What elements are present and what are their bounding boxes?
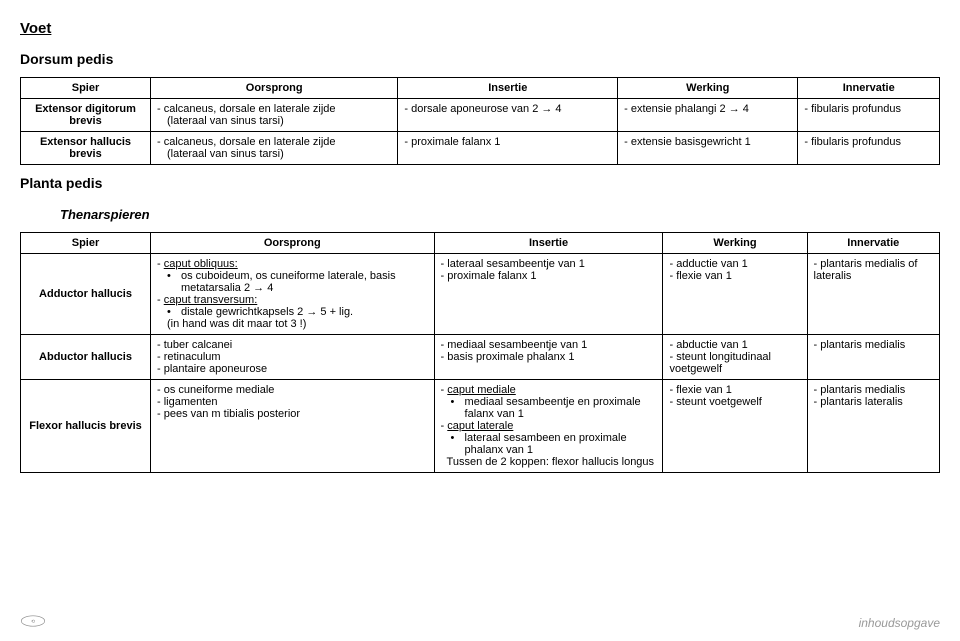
cell-werking: - adductie van 1 - flexie van 1 <box>663 254 807 335</box>
text-line: - proximale falanx 1 <box>441 270 657 282</box>
text-line: - ligamenten <box>157 396 428 408</box>
bullet-item: os cuboideum, os cuneiforme laterale, ba… <box>157 270 428 294</box>
bullet-icon <box>451 432 465 456</box>
svg-text:⟲: ⟲ <box>31 619 36 625</box>
cell-insertie: - dorsale aponeurose van 2 → 4 <box>398 99 618 132</box>
cell-spier: Abductor hallucis <box>21 335 151 380</box>
text-line: (in hand was dit maar tot 3 !) <box>157 318 428 330</box>
text-line: - adductie van 1 <box>669 258 800 270</box>
th-oorsprong: Oorsprong <box>151 78 398 99</box>
th-spier: Spier <box>21 233 151 254</box>
text-line: - mediaal sesambeentje van 1 <box>441 339 657 351</box>
text-line: Tussen de 2 koppen: flexor hallucis long… <box>441 456 657 468</box>
cell-oorsprong: - calcaneus, dorsale en laterale zijde (… <box>151 99 398 132</box>
th-innervatie: Innervatie <box>807 233 939 254</box>
text-line: - calcaneus, dorsale en laterale zijde <box>157 136 391 148</box>
th-insertie: Insertie <box>434 233 663 254</box>
text-line: - caput obliquus: <box>157 258 428 270</box>
table-header-row: Spier Oorsprong Insertie Werking Innerva… <box>21 78 940 99</box>
cell-spier: Extensor digitorum brevis <box>21 99 151 132</box>
text-line: - steunt voetgewelf <box>669 396 800 408</box>
table-row: Abductor hallucis - tuber calcanei - ret… <box>21 335 940 380</box>
subsection-title-thenar: Thenarspieren <box>60 207 940 222</box>
text-line: - tuber calcanei <box>157 339 428 351</box>
cell-innervatie: - plantaris medialis <box>807 335 939 380</box>
table-row: Extensor digitorum brevis - calcaneus, d… <box>21 99 940 132</box>
page-title: Voet <box>20 20 940 37</box>
text-line: (lateraal van sinus tarsi) <box>157 115 391 127</box>
bullet-item: mediaal sesambeentje en proximale falanx… <box>441 396 657 420</box>
th-werking: Werking <box>618 78 798 99</box>
text-line: - abductie van 1 <box>669 339 800 351</box>
th-innervatie: Innervatie <box>798 78 940 99</box>
cell-oorsprong: - caput obliquus: os cuboideum, os cunei… <box>151 254 435 335</box>
text-line: - basis proximale phalanx 1 <box>441 351 657 363</box>
text-line: - caput transversum: <box>157 294 428 306</box>
cell-spier: Adductor hallucis <box>21 254 151 335</box>
table-row: Extensor hallucis brevis - calcaneus, do… <box>21 132 940 165</box>
cell-innervatie: - plantaris medialis of lateralis <box>807 254 939 335</box>
cell-werking: - extensie basisgewricht 1 <box>618 132 798 165</box>
table-row: Adductor hallucis - caput obliquus: os c… <box>21 254 940 335</box>
cell-oorsprong: - os cuneiforme mediale - ligamenten - p… <box>151 380 435 473</box>
cell-oorsprong: - calcaneus, dorsale en laterale zijde (… <box>151 132 398 165</box>
section-title-planta: Planta pedis <box>20 175 940 191</box>
text-line: - caput mediale <box>441 384 657 396</box>
cell-werking: - flexie van 1 - steunt voetgewelf <box>663 380 807 473</box>
text-line: - steunt longitudinaal voetgewelf <box>669 351 800 375</box>
page-footer: ⟲ inhoudsopgave <box>20 614 940 631</box>
bullet-icon <box>451 396 465 420</box>
text-line: - plantaire aponeurose <box>157 363 428 375</box>
cell-spier: Flexor hallucis brevis <box>21 380 151 473</box>
footer-link[interactable]: inhoudsopgave <box>859 616 940 630</box>
text-line: - retinaculum <box>157 351 428 363</box>
text-line: - lateraal sesambeentje van 1 <box>441 258 657 270</box>
cell-insertie: - proximale falanx 1 <box>398 132 618 165</box>
cell-insertie: - mediaal sesambeentje van 1 - basis pro… <box>434 335 663 380</box>
table-dorsum-pedis: Spier Oorsprong Insertie Werking Innerva… <box>20 77 940 165</box>
footer-logo-icon: ⟲ <box>20 614 46 631</box>
text-line: - flexie van 1 <box>669 270 800 282</box>
text-line: - pees van m tibialis posterior <box>157 408 428 420</box>
th-spier: Spier <box>21 78 151 99</box>
text-line: - flexie van 1 <box>669 384 800 396</box>
text-line: - caput laterale <box>441 420 657 432</box>
table-planta-thenar: Spier Oorsprong Insertie Werking Innerva… <box>20 232 940 473</box>
text-line: (lateraal van sinus tarsi) <box>157 148 391 160</box>
bullet-item: lateraal sesambeen en proximale phalanx … <box>441 432 657 456</box>
cell-werking: - extensie phalangi 2 → 4 <box>618 99 798 132</box>
bullet-item: distale gewrichtkapsels 2 → 5 + lig. <box>157 306 428 318</box>
bullet-icon <box>167 270 181 294</box>
th-insertie: Insertie <box>398 78 618 99</box>
cell-insertie: - caput mediale mediaal sesambeentje en … <box>434 380 663 473</box>
cell-insertie: - lateraal sesambeentje van 1 - proximal… <box>434 254 663 335</box>
table-row: Flexor hallucis brevis - os cuneiforme m… <box>21 380 940 473</box>
bullet-icon <box>167 306 181 318</box>
table-header-row: Spier Oorsprong Insertie Werking Innerva… <box>21 233 940 254</box>
text-line: - os cuneiforme mediale <box>157 384 428 396</box>
cell-werking: - abductie van 1 - steunt longitudinaal … <box>663 335 807 380</box>
text-line: - calcaneus, dorsale en laterale zijde <box>157 103 391 115</box>
th-werking: Werking <box>663 233 807 254</box>
cell-innervatie: - fibularis profundus <box>798 132 940 165</box>
section-title-dorsum: Dorsum pedis <box>20 51 940 67</box>
cell-spier: Extensor hallucis brevis <box>21 132 151 165</box>
cell-oorsprong: - tuber calcanei - retinaculum - plantai… <box>151 335 435 380</box>
cell-innervatie: - fibularis profundus <box>798 99 940 132</box>
th-oorsprong: Oorsprong <box>151 233 435 254</box>
cell-innervatie: - plantaris medialis - plantaris lateral… <box>807 380 939 473</box>
text-line: - plantaris lateralis <box>814 396 933 408</box>
text-line: - plantaris medialis <box>814 384 933 396</box>
